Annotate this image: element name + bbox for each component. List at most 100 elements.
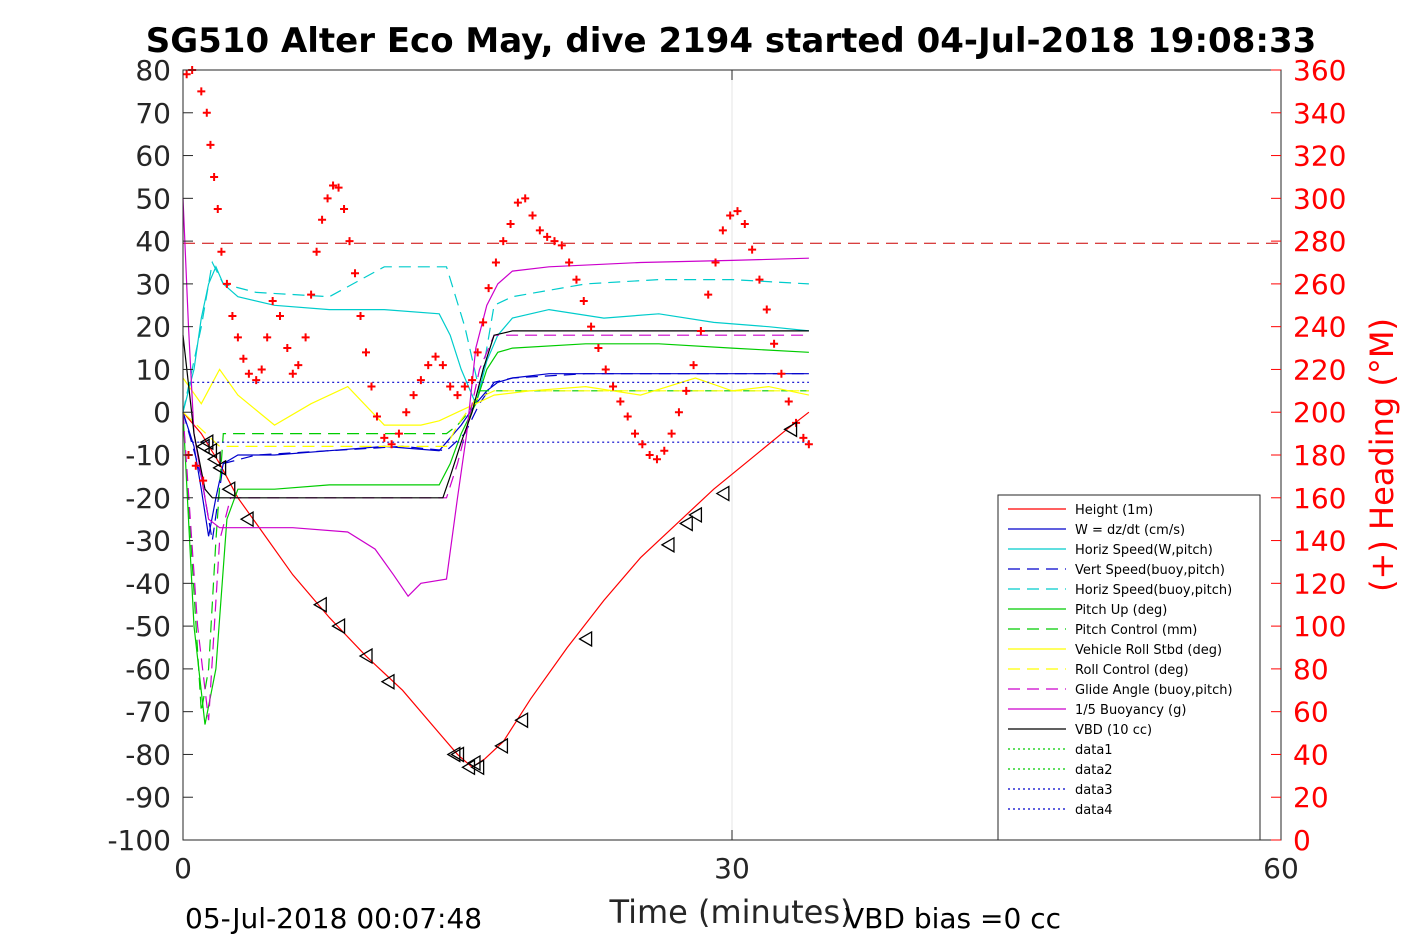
heading-point [557,241,566,250]
heading-point [367,382,376,391]
y-tick-label-right: 80 [1293,653,1329,686]
heading-point [711,258,720,267]
triangle-marker [239,511,254,528]
triangle-marker [380,673,395,690]
heading-point [645,451,654,459]
heading-point [356,311,365,320]
series-line-11 [182,198,809,598]
heading-point [777,369,786,378]
y-tick-label-right: 140 [1293,525,1346,558]
heading-point [726,211,735,220]
triangle-marker [678,515,693,532]
heading-point [318,215,327,224]
y-tick-label-left: 0 [153,396,171,429]
heading-point [380,433,389,442]
y-tick-label-right: 40 [1293,738,1329,771]
y-tick-label-right: 200 [1293,396,1346,429]
series-line-10 [182,334,809,721]
y-tick-label-left: -70 [125,696,171,729]
footer-date: 05-Jul-2018 00:07:48 [185,902,482,935]
heading-point [733,207,742,216]
heading-point [804,440,813,449]
y-tick-label-left: -100 [107,824,171,857]
legend-box [997,494,1261,841]
series-line-2 [182,373,809,537]
heading-point [263,333,272,342]
legend-label: W = dz/dt (cm/s) [1075,523,1185,538]
y-tick-label-left: 50 [135,182,171,215]
y-tick-label-left: 30 [135,268,171,301]
triangle-marker [312,596,327,613]
heading-point [587,322,596,331]
legend-label: Glide Angle (buoy,pitch) [1075,683,1233,698]
legend-label: data2 [1075,763,1113,778]
series-line-8 [182,368,810,426]
triangle-marker [203,442,218,459]
heading-point [244,369,253,378]
heading-point [667,429,676,438]
heading-point [323,194,332,203]
heading-point [616,397,625,406]
heading-point [550,237,559,246]
heading-point [301,333,310,342]
x-tick-label: 30 [714,852,750,885]
heading-point [696,326,705,335]
triangle-marker [494,737,509,755]
heading-point [770,339,779,348]
heading-point [572,275,581,284]
heading-point [609,382,618,391]
y-tick-label-right: 320 [1293,140,1346,173]
heading-point [288,369,297,378]
y-tick-label-right: 100 [1293,610,1346,643]
heading-point [239,354,248,363]
legend-label: data4 [1075,803,1113,818]
y-tick-label-left: -40 [125,567,171,600]
heading-point [473,348,482,357]
triangle-marker [715,485,730,502]
heading-point [453,391,462,400]
heading-point [202,108,211,117]
heading-point [484,284,493,293]
heading-point [491,258,500,267]
heading-point [460,382,469,391]
triangle-marker [688,506,703,524]
marker-layer [195,421,798,776]
heading-point [438,361,447,370]
triangle-marker [331,617,346,635]
tick-layer: 0 30 6080706050403020100-10-20-30-40-50-60… [107,54,1346,885]
heading-point [329,181,338,190]
heading-point [740,220,749,228]
heading-point [506,220,515,228]
heading-point [362,348,370,357]
heading-point [351,269,360,278]
heading-point [594,344,603,353]
heading-point [638,440,647,449]
heading-point [210,172,219,181]
heading-point [446,382,455,391]
y-tick-label-left: 60 [135,140,171,173]
heading-point [275,311,284,320]
heading-point [409,391,418,400]
heading-layer [182,66,813,485]
heading-point [206,140,215,149]
triangle-marker [514,712,529,729]
heading-point [718,226,727,235]
heading-point [513,198,522,207]
heading-point [394,429,403,438]
heading-point [799,433,808,442]
x-axis-label: Time (minutes) [609,893,853,931]
legend: Height (1m) W = dz/dt (cm/s) Horiz Speed(W… [997,494,1261,841]
legend-label: Horiz Speed(W,pitch) [1075,543,1213,558]
y-tick-label-right: 300 [1293,182,1346,215]
y-tick-label-left: -20 [125,482,171,515]
x-tick-label: 0 [174,852,192,885]
heading-point [268,297,277,305]
footer-vbd-bias: VBD bias =0 cc [845,902,1061,935]
heading-point [762,305,771,314]
heading-point [228,311,237,320]
heading-point [252,376,261,385]
y-tick-label-right: 220 [1293,353,1346,386]
y-tick-label-left: 10 [135,353,171,386]
series-line-7 [182,390,809,712]
series-line-5 [182,260,809,413]
